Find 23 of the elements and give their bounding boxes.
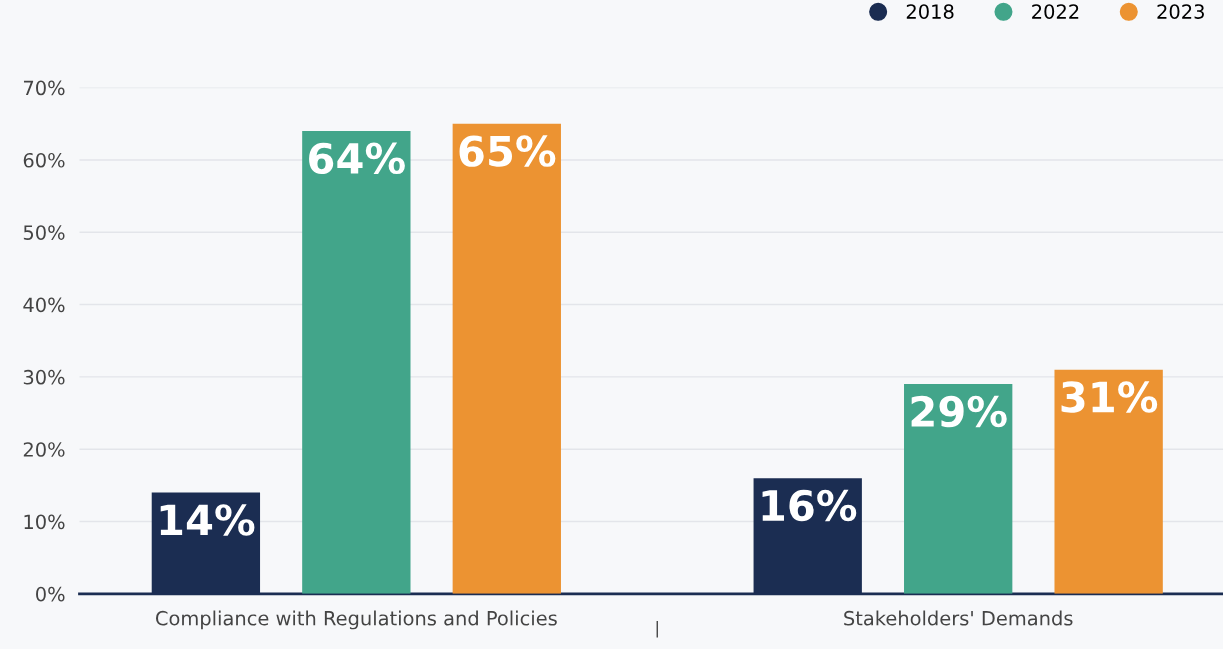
y-tick-label: 10% bbox=[24, 514, 65, 530]
y-tick-label: 70% bbox=[23, 80, 65, 96]
legend-label: 2022 bbox=[1032, 4, 1079, 19]
x-tick-label: Stakeholders' Demands bbox=[844, 610, 1073, 626]
x-tick-label: Compliance with Regulations and Policies bbox=[156, 610, 557, 630]
data-label: 31% bbox=[1061, 381, 1158, 413]
y-tick-label: 50% bbox=[23, 225, 65, 240]
data-label: 64% bbox=[309, 142, 405, 175]
bar bbox=[452, 123, 561, 594]
y-tick-label: 60% bbox=[23, 152, 65, 168]
y-tick-label: 30% bbox=[23, 369, 65, 385]
y-tick-label: 20% bbox=[23, 442, 65, 457]
bar bbox=[1054, 369, 1163, 594]
data-label: 16% bbox=[762, 489, 857, 522]
legend-label: 2023 bbox=[1157, 4, 1204, 19]
data-label: 65% bbox=[459, 135, 556, 167]
bar bbox=[904, 384, 1013, 594]
data-label: 29% bbox=[911, 395, 1007, 428]
bar bbox=[302, 131, 411, 594]
y-tick-label: 0% bbox=[36, 586, 65, 602]
legend-label: 2018 bbox=[906, 4, 954, 19]
data-label: 14% bbox=[160, 504, 255, 536]
y-tick-label: 40% bbox=[23, 297, 65, 313]
